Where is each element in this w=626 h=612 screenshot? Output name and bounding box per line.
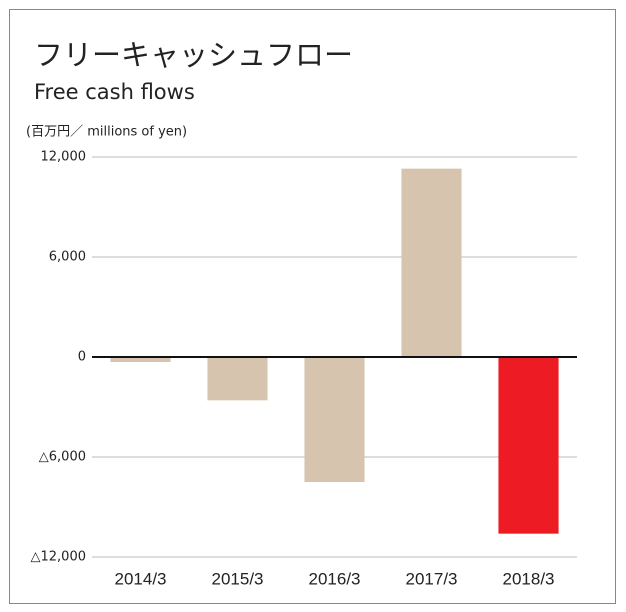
y-tick-label: 6,000 [49, 250, 86, 265]
y-tick-label: 0 [78, 350, 86, 365]
bar [498, 357, 559, 534]
y-tick-label: △6,000 [39, 450, 86, 465]
x-tick-label: 2017/3 [406, 569, 458, 588]
x-tick-label: 2016/3 [309, 569, 361, 588]
x-tick-label: 2015/3 [212, 569, 264, 588]
y-tick-label: △12,000 [31, 550, 87, 565]
bar [401, 168, 462, 357]
x-tick-label: 2018/3 [503, 569, 555, 588]
chart-title: フリーキャッシュフロー [34, 38, 353, 72]
y-tick-label: 12,000 [41, 150, 87, 165]
bar [207, 357, 268, 401]
axis-label: (百万円／ millions of yen) [26, 125, 187, 140]
x-tick-label: 2014/3 [115, 569, 167, 588]
chart-subtitle: Free cash flows [34, 80, 195, 104]
bar [110, 357, 171, 362]
bar [304, 357, 365, 482]
